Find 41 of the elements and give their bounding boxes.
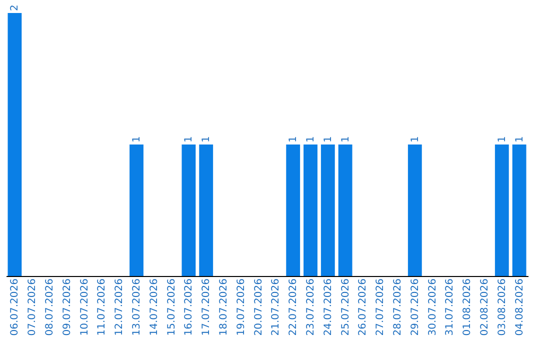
data-label: 1 [340, 136, 352, 142]
x-tick-label: 19.07.2026 [236, 278, 247, 336]
x-tick-label: 07.07.2026 [27, 278, 38, 336]
data-label: 1 [496, 136, 508, 142]
x-tick-label: 17.07.2026 [201, 278, 212, 336]
x-tick-label: 15.07.2026 [166, 278, 178, 336]
x-tick-label: 22.07.2026 [288, 278, 300, 336]
x-tick-label: 11.07.2026 [96, 278, 108, 336]
x-tick-label: 12.07.2026 [114, 278, 126, 336]
x-tick-label: 14.07.2026 [148, 278, 160, 336]
x-tick-label: 20.07.2026 [253, 278, 264, 336]
data-label: 1 [184, 136, 195, 142]
x-tick-label: 01.08.2026 [462, 278, 474, 336]
data-label: 1 [322, 136, 334, 142]
x-tick-label: 26.07.2026 [358, 278, 369, 336]
data-label: 1 [306, 136, 316, 142]
x-tick-label: 08.07.2026 [44, 278, 56, 336]
x-tick-label: 18.07.2026 [218, 278, 230, 336]
x-tick-label: 10.07.2026 [79, 278, 90, 336]
x-tick-label: 04.08.2026 [514, 278, 526, 336]
data-label: 1 [514, 136, 526, 142]
x-tick-label: 06.07.2026 [10, 278, 21, 336]
x-tick-label: 24.07.2026 [322, 278, 334, 336]
x-tick-label: 30.07.2026 [427, 278, 438, 336]
data-label: 1 [132, 136, 142, 142]
x-tick-label: 27.07.2026 [375, 278, 386, 336]
data-label: 1 [201, 136, 212, 142]
x-tick-label: 03.08.2026 [496, 278, 508, 336]
x-tick-label: 28.07.2026 [392, 278, 404, 336]
x-tick-label: 23.07.2026 [306, 278, 316, 336]
data-label: 2 [10, 4, 21, 11]
data-label: 1 [410, 136, 421, 142]
x-tick-label: 31.07.2026 [444, 278, 456, 336]
x-tick-label: 09.07.2026 [62, 278, 73, 336]
x-tick-label: 21.07.2026 [270, 278, 282, 336]
x-tick-label: 13.07.2026 [132, 278, 142, 336]
data-label: 1 [288, 136, 300, 142]
x-tick-label: 16.07.2026 [184, 278, 195, 336]
x-tick-label: 25.07.2026 [340, 278, 352, 336]
x-tick-label: 02.08.2026 [480, 278, 490, 336]
x-tick-label: 29.07.2026 [410, 278, 421, 336]
